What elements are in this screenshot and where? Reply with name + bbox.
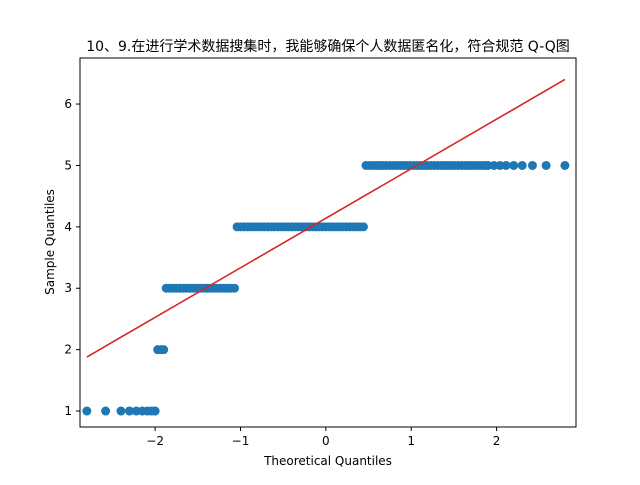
y-tick-label: 2 — [64, 343, 72, 357]
data-point — [501, 160, 511, 170]
y-tick-label: 1 — [64, 404, 72, 418]
data-point — [560, 160, 570, 170]
data-point — [509, 160, 519, 170]
plot-frame — [79, 57, 577, 428]
data-points — [82, 160, 570, 416]
y-tick-label: 4 — [64, 220, 72, 234]
data-point — [125, 406, 135, 416]
x-tick-label: −1 — [232, 434, 250, 448]
chart-title: 10、9.在进行学术数据搜集时，我能够确保个人数据匿名化，符合规范 Q-Q图 — [86, 38, 570, 55]
reference-line-layer — [86, 78, 566, 358]
y-tick-label: 3 — [64, 281, 72, 295]
x-axis-ticks: −2 −1 0 1 2 — [146, 427, 500, 448]
y-axis-ticks: 1 2 3 4 5 6 — [64, 97, 80, 418]
x-tick-label: 0 — [322, 434, 330, 448]
data-point — [517, 160, 527, 170]
data-point — [541, 160, 551, 170]
x-tick-label: 1 — [407, 434, 415, 448]
reference-line — [86, 78, 566, 358]
data-point — [116, 406, 126, 416]
data-point — [101, 406, 111, 416]
x-tick-label: −2 — [146, 434, 164, 448]
y-axis-label: Sample Quantiles — [43, 189, 57, 295]
data-point — [82, 406, 92, 416]
y-tick-label: 5 — [64, 158, 72, 172]
data-point — [527, 160, 537, 170]
y-tick-label: 6 — [64, 97, 72, 111]
data-point — [159, 345, 169, 355]
data-point — [358, 222, 368, 232]
data-point — [150, 406, 160, 416]
data-point — [230, 283, 240, 293]
x-axis-label: Theoretical Quantiles — [263, 454, 392, 468]
x-tick-label: 2 — [493, 434, 501, 448]
